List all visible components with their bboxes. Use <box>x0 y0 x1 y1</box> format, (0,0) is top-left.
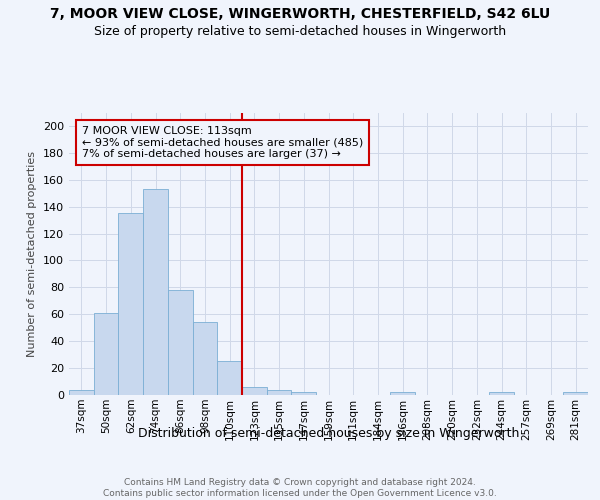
Bar <box>267 390 292 395</box>
Bar <box>94 313 118 395</box>
Bar <box>242 387 267 395</box>
Bar <box>292 392 316 395</box>
Bar <box>168 290 193 395</box>
Bar <box>563 392 588 395</box>
Text: Size of property relative to semi-detached houses in Wingerworth: Size of property relative to semi-detach… <box>94 25 506 38</box>
Bar <box>193 322 217 395</box>
Bar <box>118 214 143 395</box>
Text: 7 MOOR VIEW CLOSE: 113sqm
← 93% of semi-detached houses are smaller (485)
7% of : 7 MOOR VIEW CLOSE: 113sqm ← 93% of semi-… <box>82 126 363 159</box>
Text: Contains HM Land Registry data © Crown copyright and database right 2024.
Contai: Contains HM Land Registry data © Crown c… <box>103 478 497 498</box>
Text: 7, MOOR VIEW CLOSE, WINGERWORTH, CHESTERFIELD, S42 6LU: 7, MOOR VIEW CLOSE, WINGERWORTH, CHESTER… <box>50 8 550 22</box>
Bar <box>489 392 514 395</box>
Bar <box>69 390 94 395</box>
Bar <box>143 189 168 395</box>
Bar <box>217 362 242 395</box>
Text: Distribution of semi-detached houses by size in Wingerworth: Distribution of semi-detached houses by … <box>138 428 520 440</box>
Y-axis label: Number of semi-detached properties: Number of semi-detached properties <box>28 151 37 357</box>
Bar <box>390 392 415 395</box>
